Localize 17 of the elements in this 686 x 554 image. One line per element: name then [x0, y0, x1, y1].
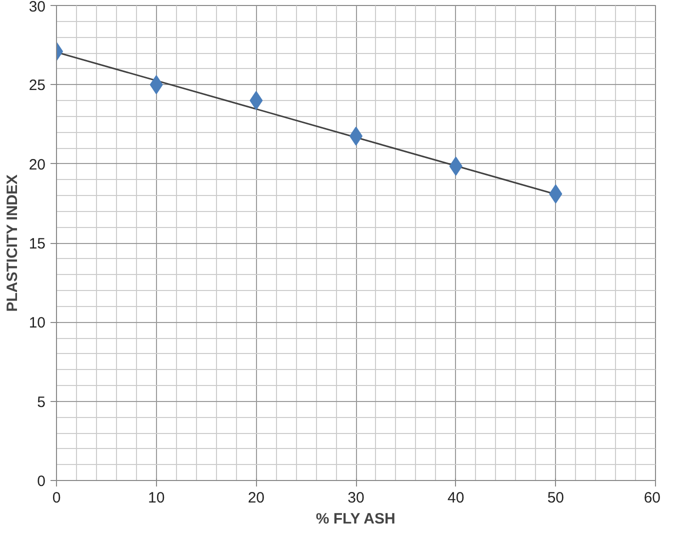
x-tick-label: 30: [348, 490, 364, 506]
y-tick-label: 0: [37, 473, 46, 490]
x-tick-label: 10: [148, 490, 165, 506]
x-tick-label: 60: [644, 490, 661, 506]
y-axis-title: PLASTICITY INDEX: [4, 174, 21, 312]
y-tick-label: 25: [28, 77, 46, 94]
x-axis-title: % FLY ASH: [316, 510, 396, 528]
x-tick-label: 40: [447, 490, 464, 506]
point: [250, 91, 263, 110]
y-tick-label: 20: [28, 156, 46, 174]
y-tick-label: 10: [28, 314, 46, 332]
x-tick-label: 20: [248, 490, 265, 506]
y-tick-label: 5: [37, 394, 46, 411]
y-tick-label: 30: [28, 0, 46, 16]
y-tick-label: 15: [28, 236, 46, 252]
x-tick-label: 50: [547, 490, 564, 506]
x-tick-label: 0: [52, 490, 61, 506]
